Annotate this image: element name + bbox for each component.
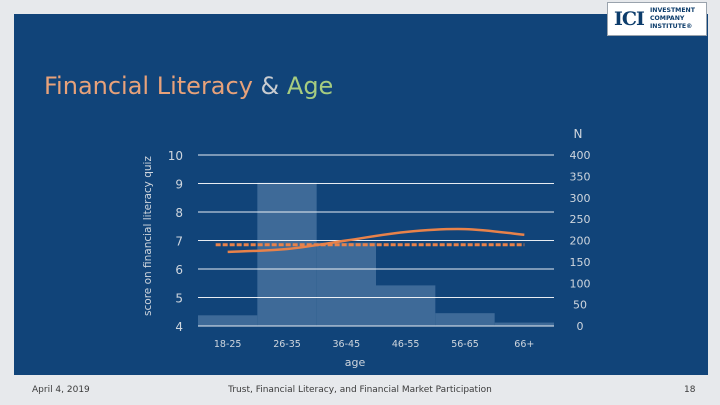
page-number: 18 xyxy=(684,385,696,395)
score-line xyxy=(227,227,525,254)
footer-title: Trust, Financial Literacy, and Financial… xyxy=(228,385,492,395)
x-tick-label: 26-35 xyxy=(273,339,301,350)
y-tick-label: 7 xyxy=(175,235,183,249)
y-axis-label: score on financial literacy quiz xyxy=(142,156,154,316)
bar-56-65 xyxy=(435,313,495,326)
ici-logo: ICI INVESTMENT COMPANY INSTITUTE® xyxy=(607,2,707,36)
logo-line: INSTITUTE® xyxy=(650,23,693,30)
bar-36-45 xyxy=(316,242,376,326)
y2-tick-label: 50 xyxy=(573,299,587,312)
x-axis-label: age xyxy=(345,356,366,369)
x-tick-label: 56-65 xyxy=(451,339,479,350)
slide-title: Financial Literacy & Age xyxy=(44,72,333,100)
y2-axis-label: N xyxy=(574,127,583,141)
bar-66+ xyxy=(494,322,554,326)
x-tick-label: 46-55 xyxy=(392,339,420,350)
bar-26-35 xyxy=(257,182,317,326)
y2-tick-label: 350 xyxy=(570,170,591,183)
y2-tick-label: 100 xyxy=(570,277,591,290)
y2-tick-label: 300 xyxy=(570,192,591,205)
y2-tick-label: 400 xyxy=(570,149,591,162)
y-tick-label: 9 xyxy=(175,178,183,192)
x-tick-label: 66+ xyxy=(514,339,534,350)
y-tick-label: 6 xyxy=(175,263,183,277)
title-part-age: Age xyxy=(286,72,334,100)
title-ampersand: & xyxy=(252,72,287,100)
x-tick-label: 36-45 xyxy=(333,339,361,350)
x-tick-label: 18-25 xyxy=(214,339,242,350)
bars-layer xyxy=(198,182,554,326)
bar-46-55 xyxy=(376,285,436,326)
logo-line: INVESTMENT xyxy=(650,7,695,14)
footer-date: April 4, 2019 xyxy=(32,385,90,395)
y2-tick-label: 0 xyxy=(577,320,584,333)
lines-layer xyxy=(215,227,525,254)
y-tick-label: 10 xyxy=(168,149,183,163)
y2-tick-label: 250 xyxy=(570,213,591,226)
logo-line: COMPANY xyxy=(650,15,685,22)
grid-layer xyxy=(198,154,554,327)
y-tick-label: 4 xyxy=(175,320,183,334)
title-part-financial-literacy: Financial Literacy xyxy=(44,72,253,100)
logo-mark: ICI xyxy=(614,8,645,30)
y-tick-label: 5 xyxy=(175,292,183,306)
y-tick-label: 8 xyxy=(175,206,183,220)
y2-tick-label: 200 xyxy=(570,235,591,248)
bar-18-25 xyxy=(198,315,258,326)
y2-tick-label: 150 xyxy=(570,256,591,269)
logo-text: INVESTMENT COMPANY INSTITUTE® xyxy=(650,7,695,31)
